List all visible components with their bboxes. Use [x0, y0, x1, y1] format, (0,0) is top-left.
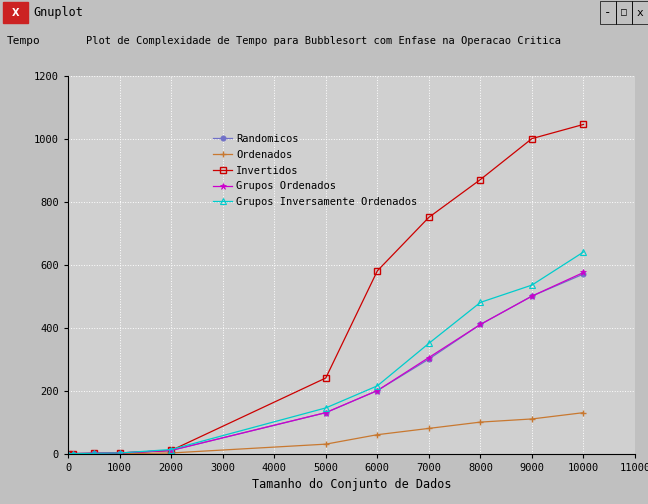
Grupos Inversamente Ordenados — [373, 383, 381, 389]
Ordenados — [69, 451, 77, 457]
Randomicos — [64, 451, 72, 457]
Line: Grupos Ordenados: Grupos Ordenados — [65, 269, 587, 457]
Grupos Ordenados — [476, 322, 484, 328]
Invertidos — [476, 176, 484, 182]
Randomicos — [528, 293, 536, 299]
Bar — [3, 2, 28, 23]
Ordenados — [90, 451, 98, 457]
Invertidos — [90, 450, 98, 456]
Grupos Inversamente Ordenados — [579, 249, 587, 255]
Ordenados — [116, 451, 124, 457]
Grupos Inversamente Ordenados — [64, 451, 72, 457]
Ordenados — [373, 431, 381, 437]
Randomicos — [476, 322, 484, 328]
Line: Randomicos: Randomicos — [65, 272, 586, 456]
Grupos Ordenados — [425, 354, 433, 360]
Invertidos — [579, 121, 587, 128]
Invertidos — [373, 268, 381, 274]
Text: Gnuplot: Gnuplot — [34, 6, 84, 19]
Ordenados — [322, 441, 330, 447]
Invertidos — [64, 451, 72, 457]
Grupos Ordenados — [69, 451, 77, 457]
Randomicos — [322, 410, 330, 416]
Grupos Inversamente Ordenados — [476, 299, 484, 305]
Ordenados — [64, 451, 72, 457]
Line: Ordenados: Ordenados — [65, 409, 587, 457]
Text: -: - — [604, 6, 612, 19]
Ordenados — [425, 425, 433, 431]
Grupos Inversamente Ordenados — [528, 282, 536, 288]
Text: x: x — [637, 8, 643, 18]
Randomicos — [425, 356, 433, 362]
Grupos Inversamente Ordenados — [167, 447, 175, 453]
Invertidos — [167, 448, 175, 454]
Bar — [632, 2, 648, 24]
Grupos Ordenados — [64, 451, 72, 457]
Ordenados — [528, 416, 536, 422]
Grupos Ordenados — [373, 388, 381, 394]
Invertidos — [528, 136, 536, 142]
Grupos Ordenados — [90, 450, 98, 456]
Grupos Ordenados — [528, 293, 536, 299]
Grupos Ordenados — [579, 270, 587, 276]
Legend: Randomicos, Ordenados, Invertidos, Grupos Ordenados, Grupos Inversamente Ordenad: Randomicos, Ordenados, Invertidos, Grupo… — [209, 130, 422, 211]
Ordenados — [167, 450, 175, 456]
Text: □: □ — [621, 8, 627, 18]
Randomicos — [90, 450, 98, 456]
Text: Plot de Complexidade de Tempo para Bubblesort com Enfase na Operacao Critica: Plot de Complexidade de Tempo para Bubbl… — [86, 36, 562, 46]
Line: Invertidos: Invertidos — [65, 121, 586, 457]
Randomicos — [373, 388, 381, 394]
Text: X: X — [12, 8, 19, 18]
Ordenados — [476, 419, 484, 425]
Line: Grupos Inversamente Ordenados: Grupos Inversamente Ordenados — [65, 249, 586, 457]
Bar — [616, 2, 632, 24]
Text: Tempo: Tempo — [6, 36, 40, 46]
Grupos Inversamente Ordenados — [322, 405, 330, 411]
Ordenados — [579, 410, 587, 416]
Bar — [600, 2, 616, 24]
Grupos Inversamente Ordenados — [69, 451, 77, 457]
Randomicos — [69, 451, 77, 457]
Grupos Ordenados — [167, 448, 175, 454]
Grupos Inversamente Ordenados — [90, 450, 98, 456]
Invertidos — [425, 214, 433, 220]
Grupos Ordenados — [322, 410, 330, 416]
Invertidos — [69, 451, 77, 457]
Grupos Inversamente Ordenados — [425, 340, 433, 346]
Randomicos — [167, 448, 175, 454]
Grupos Ordenados — [116, 450, 124, 456]
Randomicos — [116, 450, 124, 456]
Invertidos — [116, 450, 124, 456]
Invertidos — [322, 375, 330, 381]
Grupos Inversamente Ordenados — [116, 450, 124, 456]
Randomicos — [579, 271, 587, 277]
X-axis label: Tamanho do Conjunto de Dados: Tamanho do Conjunto de Dados — [252, 478, 451, 491]
